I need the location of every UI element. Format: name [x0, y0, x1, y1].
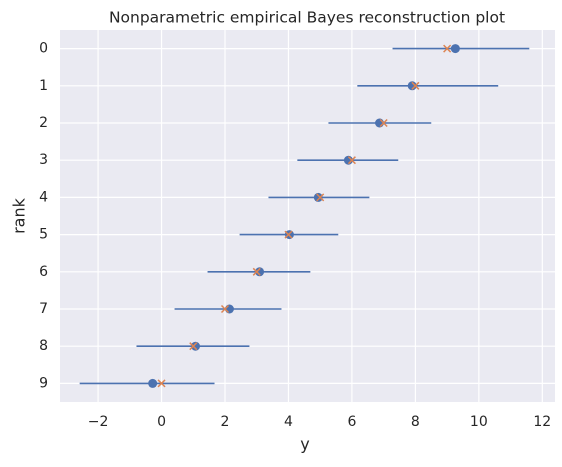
x-tick-label: 10 [470, 414, 488, 430]
chart-title: Nonparametric empirical Bayes reconstruc… [109, 9, 505, 27]
true-value-marker [157, 379, 166, 388]
true-value-marker [347, 156, 356, 165]
y-axis-label: rank [10, 197, 29, 234]
y-tick-label: 1 [39, 78, 48, 94]
estimate-point [148, 378, 158, 388]
y-tick-label: 9 [39, 375, 48, 391]
true-value-marker [411, 81, 420, 90]
y-tick-label: 5 [39, 227, 48, 243]
true-value-marker [379, 118, 388, 128]
x-tick-label: 2 [221, 414, 230, 430]
estimate-point [190, 341, 200, 351]
y-tick-label: 6 [39, 264, 48, 280]
x-tick-label: −2 [88, 414, 109, 430]
plot-area [60, 30, 555, 402]
x-tick-label: 6 [347, 414, 356, 430]
y-tick-label: 7 [39, 301, 48, 317]
true-value-marker [220, 304, 230, 314]
y-tick-label: 0 [39, 41, 48, 57]
estimate-point [255, 267, 265, 277]
x-tick-label: 12 [533, 414, 551, 430]
true-value-marker [252, 267, 261, 276]
y-tick-label: 8 [39, 338, 48, 354]
estimate-point [313, 192, 323, 202]
true-value-marker [316, 193, 325, 202]
x-tick-label: 0 [157, 414, 166, 430]
true-value-marker [189, 342, 198, 351]
y-tick-label: 3 [39, 152, 48, 168]
true-value-marker [284, 230, 293, 239]
y-tick-label: 2 [39, 115, 48, 131]
estimate-point [224, 304, 234, 314]
estimate-point [450, 44, 460, 54]
y-tick-label: 4 [39, 189, 48, 205]
x-tick-label: 4 [284, 414, 293, 430]
x-tick-label: 8 [411, 414, 420, 430]
true-value-marker [443, 44, 452, 53]
x-axis-label: y [300, 435, 309, 454]
estimate-point [407, 81, 417, 91]
